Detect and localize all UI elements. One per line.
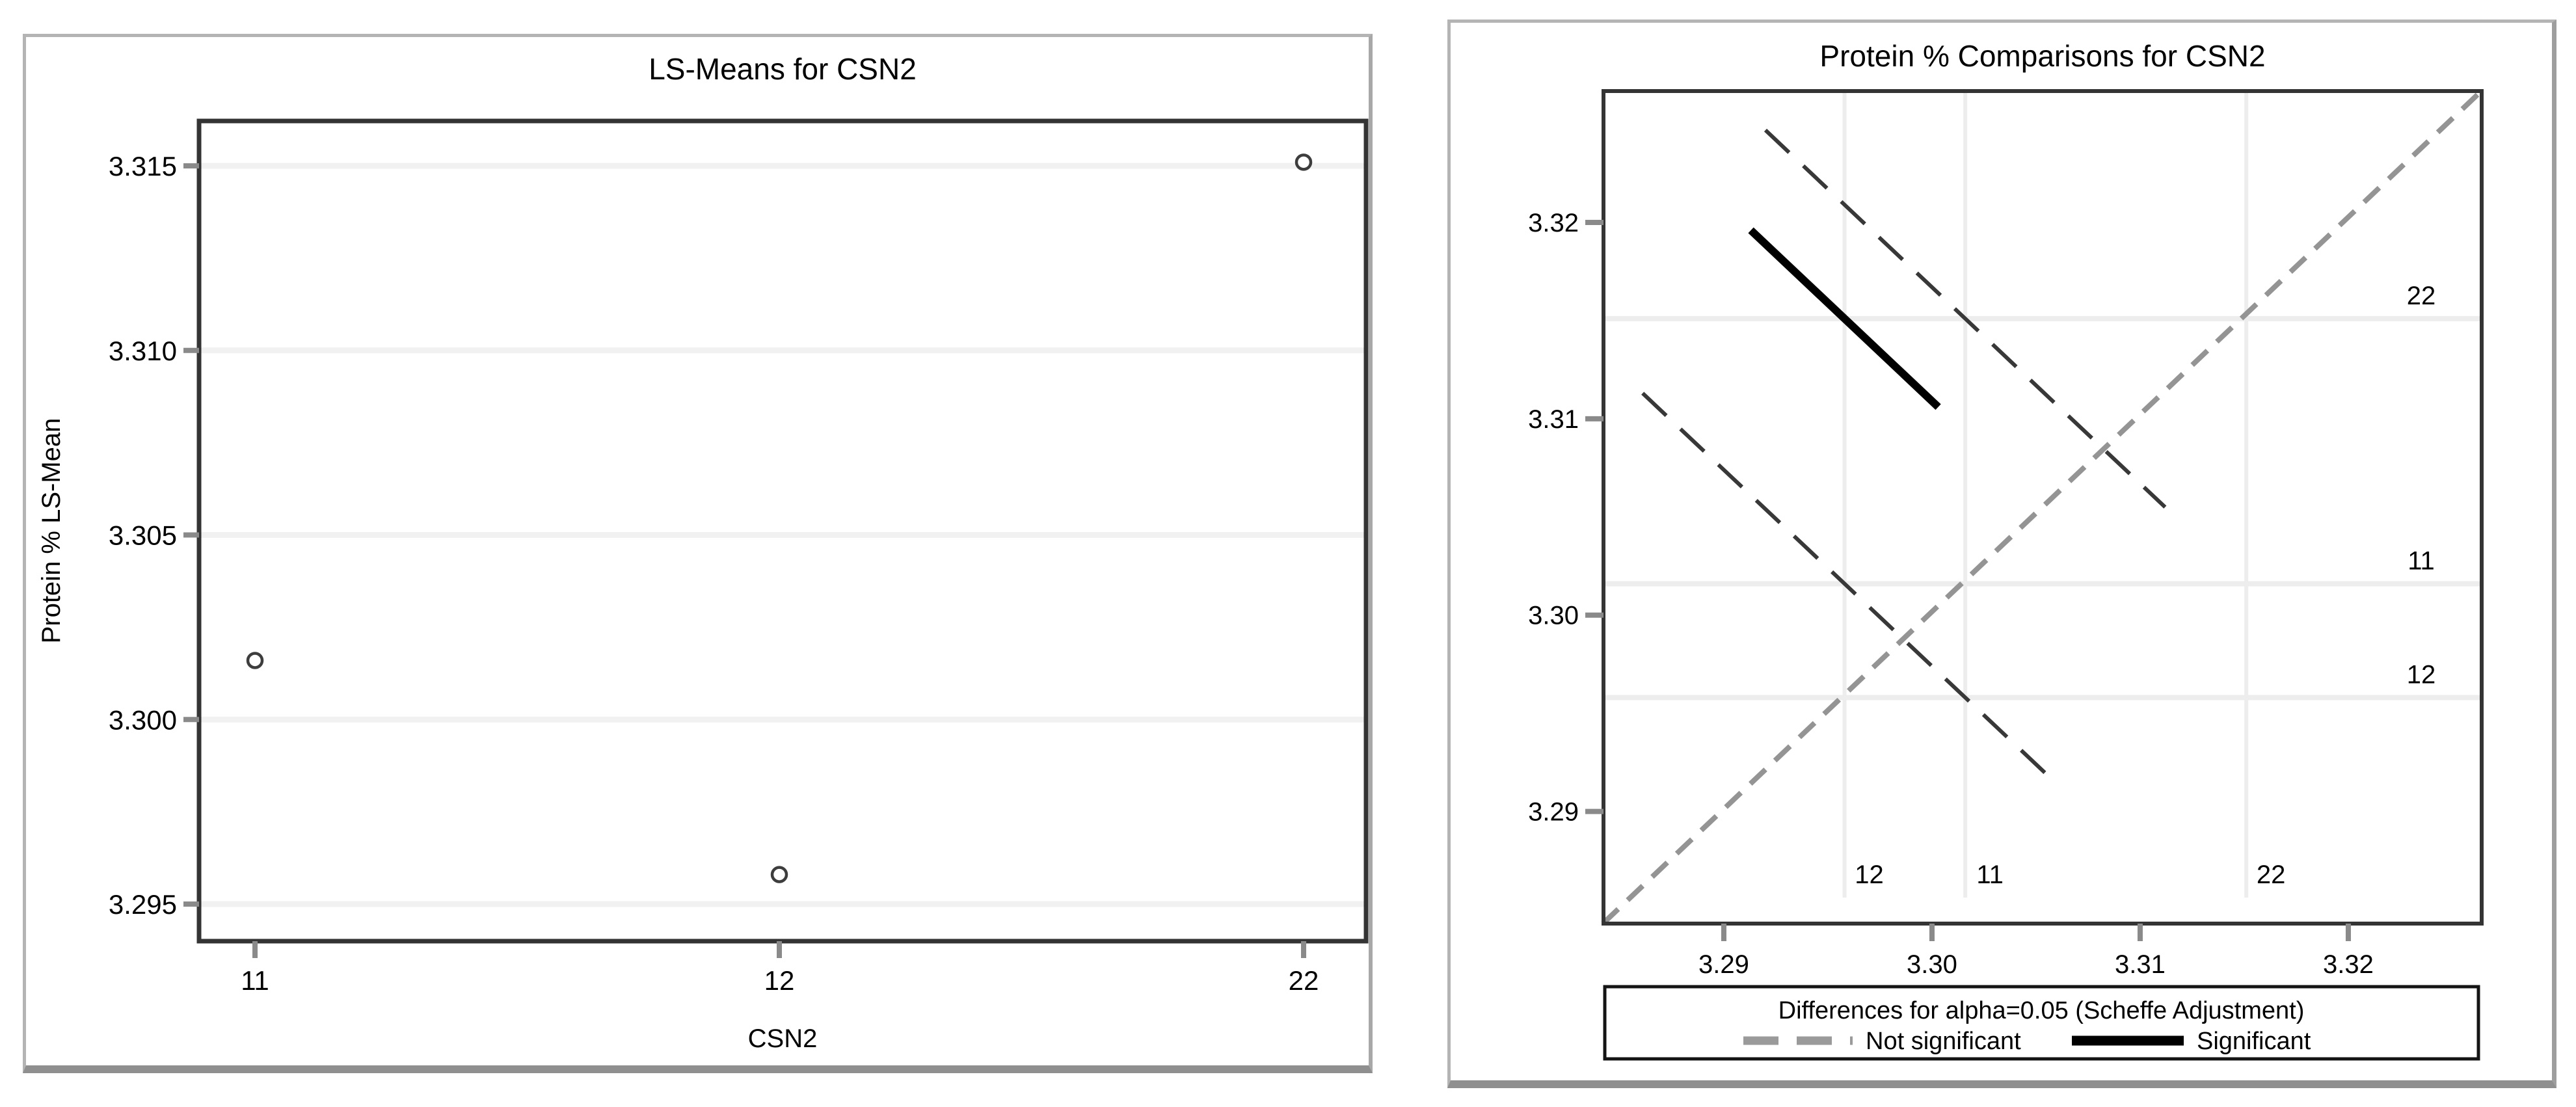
y-tick-label: 3.30: [1528, 602, 1579, 630]
legend-title: Differences for alpha=0.05 (Scheffe Adju…: [1778, 997, 2305, 1024]
ls-means-plot: 3.295 3.300 3.305 3.310 3.315 11 12 22 LS-Means…: [37, 52, 1369, 1053]
level-label-bottom-11: 11: [1976, 860, 2004, 889]
y-tick-label: 3.32: [1528, 209, 1579, 237]
legend-box: [1603, 985, 2480, 1061]
y-tick-label: 3.305: [109, 520, 177, 551]
left-plot-panel: [23, 34, 1373, 1073]
left-x-axis-label: CSN2: [748, 1024, 818, 1053]
x-tick-label: 12: [764, 965, 795, 996]
level-label-right-12: 12: [2407, 661, 2436, 689]
x-tick-label: 3.32: [2323, 950, 2374, 979]
y-tick-label: 3.315: [109, 151, 177, 181]
comparison-line-12-vs-11: [1641, 392, 2048, 776]
level-label-bottom-22: 22: [2257, 860, 2286, 889]
y-tick-label: 3.310: [109, 336, 177, 366]
plot-frame: [196, 118, 1369, 944]
legend: Differences for alpha=0.05 (Scheffe Adju…: [1603, 985, 2480, 1061]
left-plot-title: LS-Means for CSN2: [649, 52, 917, 86]
y-tick-label: 3.29: [1528, 798, 1579, 827]
legend-not-significant-label: Not significant: [1866, 1028, 2021, 1055]
data-point-12: [770, 866, 788, 883]
left-y-axis-label: Protein % LS-Mean: [37, 418, 66, 644]
y-tick-label: 3.300: [109, 704, 177, 735]
x-tick-label: 22: [1289, 965, 1319, 996]
diffogram-plot-graphics: 3.29 3.30 3.31 3.32 3.29 3.30 3.31 3.32 11 11 12 12…: [1528, 88, 2484, 979]
level-label-right-11: 11: [2408, 546, 2435, 575]
x-tick-label: 11: [241, 965, 269, 996]
data-point-11: [246, 652, 264, 669]
diagonal-reference-line: [1601, 88, 2484, 926]
x-tick-label: 3.31: [2115, 950, 2166, 979]
x-tick-label: 3.29: [1698, 950, 1749, 979]
legend-significant-label: Significant: [2197, 1028, 2311, 1055]
plot-frame: [1602, 89, 2484, 926]
comparison-line-12-vs-22: [1748, 227, 1941, 410]
data-point-22: [1295, 153, 1313, 171]
y-tick-label: 3.295: [109, 889, 177, 920]
y-tick-label: 3.31: [1528, 405, 1579, 434]
x-tick-label: 3.30: [1907, 950, 1957, 979]
level-label-right-22: 22: [2407, 282, 2436, 310]
comparison-line-11-vs-22: [1764, 128, 2167, 509]
level-label-bottom-12: 12: [1855, 860, 1884, 889]
right-plot-title: Protein % Comparisons for CSN2: [1819, 39, 2265, 73]
ls-means-plot-graphics: 3.295 3.300 3.305 3.310 3.315 11 12 22: [109, 118, 1369, 996]
diffogram-plot: 3.29 3.30 3.31 3.32 3.29 3.30 3.31 3.32 11 11 12 12…: [1528, 39, 2484, 1061]
